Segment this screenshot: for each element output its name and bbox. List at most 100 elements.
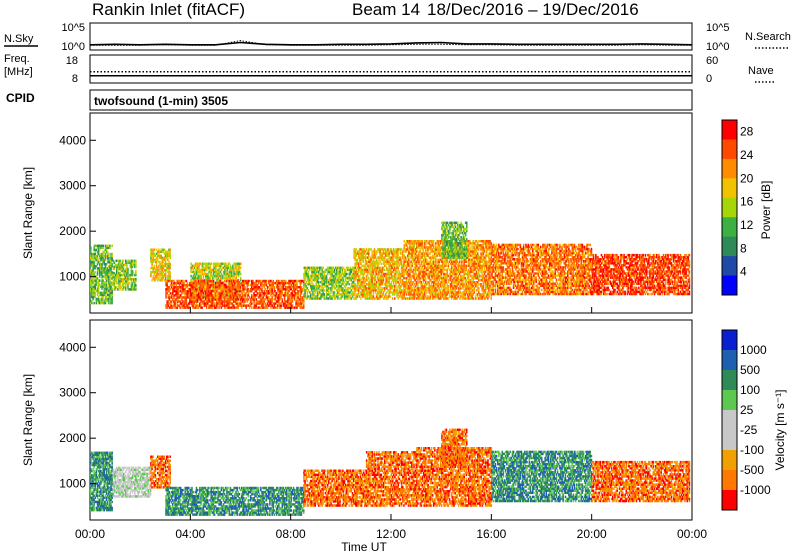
heatmap-cell: [278, 302, 280, 305]
heatmap-cell: [113, 276, 116, 279]
heatmap-cell: [316, 268, 319, 272]
heatmap-cell: [436, 274, 438, 278]
heatmap-cell: [447, 266, 450, 270]
heatmap-cell: [418, 291, 420, 294]
heatmap-cell: [198, 279, 200, 283]
heatmap-cell: [331, 281, 333, 284]
heatmap-cell: [421, 240, 424, 243]
heatmap-cell: [177, 304, 180, 307]
heatmap-cell: [166, 302, 168, 305]
heatmap-cell: [329, 272, 331, 276]
heatmap-cell: [316, 274, 319, 278]
heatmap-cell: [330, 287, 332, 290]
heatmap-cell: [169, 250, 171, 253]
heatmap-cell: [223, 274, 225, 278]
heatmap-cell: [271, 298, 273, 301]
heatmap-cell: [163, 268, 166, 272]
heatmap-cell: [325, 295, 328, 298]
heatmap-cell: [396, 256, 398, 259]
heatmap-cell: [284, 294, 287, 297]
heatmap-cell: [168, 252, 170, 255]
heatmap-cell: [296, 300, 298, 303]
heatmap-cell: [290, 302, 293, 305]
heatmap-cell: [240, 292, 243, 295]
heatmap-cell: [400, 258, 403, 261]
heatmap-cell: [306, 293, 309, 296]
heatmap-cell: [101, 301, 103, 305]
heatmap-cell: [408, 262, 410, 265]
heatmap-cell: [363, 270, 366, 274]
heatmap-cell: [260, 279, 262, 283]
heatmap-cell: [243, 281, 245, 285]
heatmap-cell: [102, 254, 104, 258]
heatmap-cell: [387, 260, 389, 263]
heatmap-cell: [155, 262, 158, 266]
heatmap-cell: [153, 266, 156, 270]
heatmap-cell: [428, 281, 430, 284]
heatmap-cell: [431, 276, 434, 280]
heatmap-cell: [168, 296, 171, 299]
heatmap-cell: [244, 300, 246, 303]
heatmap-cell: [362, 285, 364, 288]
heatmap-cell: [287, 281, 289, 285]
heatmap-cell: [185, 292, 188, 295]
heatmap-cell: [104, 283, 107, 286]
heatmap-cell: [291, 296, 294, 299]
heatmap-cell: [254, 296, 256, 299]
heatmap-cell: [169, 292, 172, 295]
heatmap-cell: [370, 285, 372, 288]
heatmap-cell: [404, 276, 407, 280]
heatmap-cell: [278, 290, 280, 293]
heatmap-cell: [437, 268, 439, 272]
heatmap-cell: [216, 272, 218, 276]
heatmap-cell: [234, 286, 236, 289]
heatmap-cell: [202, 302, 205, 305]
heatmap-cell: [436, 264, 438, 268]
heatmap-cell: [212, 279, 215, 283]
heatmap-cell: [291, 286, 294, 289]
heatmap-cell: [273, 288, 276, 291]
heatmap-cell: [93, 263, 95, 266]
heatmap-cell: [422, 295, 425, 298]
heatmap-cell: [316, 281, 319, 284]
heatmap-cell: [431, 254, 434, 257]
heatmap-cell: [396, 250, 398, 253]
heatmap-cell: [179, 296, 182, 299]
heatmap-cell: [418, 246, 420, 249]
heatmap-cell: [277, 281, 279, 285]
heatmap-cell: [110, 261, 112, 264]
heatmap-cell: [423, 274, 426, 278]
heatmap-cell: [120, 273, 123, 277]
heatmap-cell: [113, 261, 116, 265]
heatmap-cell: [189, 302, 191, 305]
heatmap-cell: [405, 264, 408, 268]
heatmap-cell: [209, 286, 211, 289]
heatmap-cell: [211, 279, 214, 283]
heatmap-cell: [223, 272, 225, 276]
heatmap-cell: [229, 281, 232, 285]
heatmap-cell: [233, 306, 235, 309]
heatmap-cell: [122, 280, 125, 283]
heatmap-cell: [390, 256, 393, 259]
heatmap-cell: [388, 270, 390, 274]
heatmap-cell: [130, 286, 133, 289]
heatmap-cell: [123, 271, 126, 275]
heatmap-cell: [299, 302, 302, 305]
heatmap-cell: [99, 248, 101, 252]
heatmap-cell: [361, 268, 363, 272]
heatmap-cell: [360, 252, 362, 255]
heatmap-cell: [428, 285, 430, 288]
heatmap-cell: [374, 264, 377, 268]
heatmap-cell: [440, 258, 443, 261]
heatmap-cell: [126, 269, 128, 273]
heatmap-cell: [322, 278, 324, 282]
heatmap-cell: [166, 268, 168, 272]
heatmap-cell: [260, 296, 262, 299]
heatmap-cell: [337, 266, 339, 270]
heatmap-cell: [102, 301, 104, 305]
heatmap-cell: [238, 296, 241, 299]
heatmap-cell: [317, 283, 320, 286]
heatmap-cell: [93, 301, 95, 305]
heatmap-cell: [371, 276, 373, 280]
heatmap-cell: [334, 283, 337, 286]
